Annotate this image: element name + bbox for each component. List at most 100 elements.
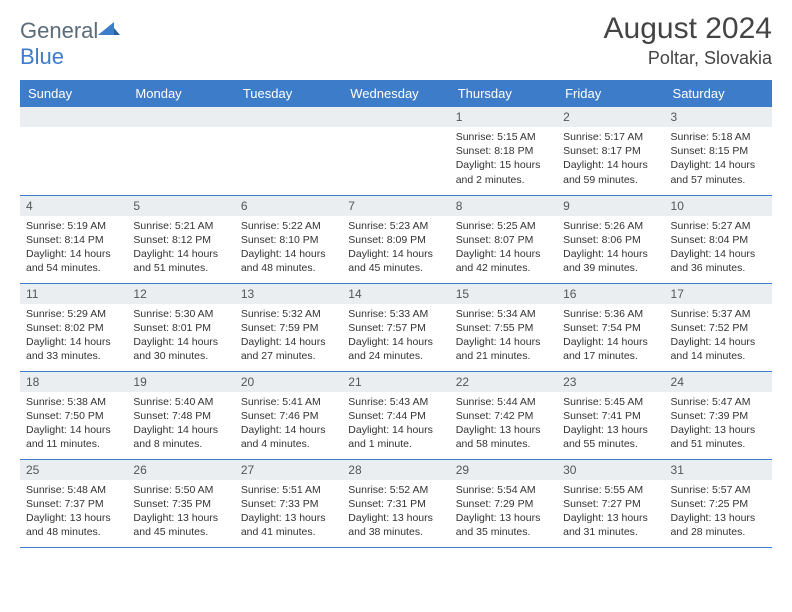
calendar-day-cell: 27Sunrise: 5:51 AMSunset: 7:33 PMDayligh… [235,459,342,547]
calendar-week-row: 11Sunrise: 5:29 AMSunset: 8:02 PMDayligh… [20,283,772,371]
day-number: 16 [557,284,664,304]
day-number: 5 [127,196,234,216]
calendar-day-cell: 15Sunrise: 5:34 AMSunset: 7:55 PMDayligh… [450,283,557,371]
weekday-header: Friday [557,80,664,107]
day-number: 22 [450,372,557,392]
day-number: 24 [665,372,772,392]
day-info: Sunrise: 5:51 AMSunset: 7:33 PMDaylight:… [235,480,342,543]
calendar-day-cell: 23Sunrise: 5:45 AMSunset: 7:41 PMDayligh… [557,371,664,459]
day-info: Sunrise: 5:25 AMSunset: 8:07 PMDaylight:… [450,216,557,279]
day-info: Sunrise: 5:54 AMSunset: 7:29 PMDaylight:… [450,480,557,543]
weekday-header: Thursday [450,80,557,107]
day-info: Sunrise: 5:34 AMSunset: 7:55 PMDaylight:… [450,304,557,367]
day-info: Sunrise: 5:22 AMSunset: 8:10 PMDaylight:… [235,216,342,279]
day-info: Sunrise: 5:21 AMSunset: 8:12 PMDaylight:… [127,216,234,279]
day-info: Sunrise: 5:37 AMSunset: 7:52 PMDaylight:… [665,304,772,367]
calendar-day-cell: 28Sunrise: 5:52 AMSunset: 7:31 PMDayligh… [342,459,449,547]
day-info: Sunrise: 5:41 AMSunset: 7:46 PMDaylight:… [235,392,342,455]
header: General Blue August 2024 Poltar, Slovaki… [20,12,772,70]
calendar-day-cell: 4Sunrise: 5:19 AMSunset: 8:14 PMDaylight… [20,195,127,283]
calendar-day-cell: 3Sunrise: 5:18 AMSunset: 8:15 PMDaylight… [665,107,772,195]
day-number: 8 [450,196,557,216]
day-info: Sunrise: 5:17 AMSunset: 8:17 PMDaylight:… [557,127,664,190]
calendar-day-cell [235,107,342,195]
calendar-week-row: 18Sunrise: 5:38 AMSunset: 7:50 PMDayligh… [20,371,772,459]
month-title: August 2024 [604,12,772,46]
location: Poltar, Slovakia [604,48,772,69]
day-number: 9 [557,196,664,216]
calendar-body: 1Sunrise: 5:15 AMSunset: 8:18 PMDaylight… [20,107,772,547]
day-number: 26 [127,460,234,480]
day-number: 21 [342,372,449,392]
day-number: 10 [665,196,772,216]
day-info: Sunrise: 5:55 AMSunset: 7:27 PMDaylight:… [557,480,664,543]
day-number [127,107,234,127]
calendar-day-cell: 6Sunrise: 5:22 AMSunset: 8:10 PMDaylight… [235,195,342,283]
day-number: 23 [557,372,664,392]
day-number: 31 [665,460,772,480]
day-number: 2 [557,107,664,127]
day-info: Sunrise: 5:38 AMSunset: 7:50 PMDaylight:… [20,392,127,455]
calendar-week-row: 1Sunrise: 5:15 AMSunset: 8:18 PMDaylight… [20,107,772,195]
weekday-header: Wednesday [342,80,449,107]
day-number: 19 [127,372,234,392]
day-info: Sunrise: 5:33 AMSunset: 7:57 PMDaylight:… [342,304,449,367]
day-number: 15 [450,284,557,304]
day-number: 13 [235,284,342,304]
calendar-week-row: 4Sunrise: 5:19 AMSunset: 8:14 PMDaylight… [20,195,772,283]
day-info: Sunrise: 5:18 AMSunset: 8:15 PMDaylight:… [665,127,772,190]
calendar-day-cell [127,107,234,195]
calendar-day-cell [342,107,449,195]
day-number [20,107,127,127]
day-info: Sunrise: 5:23 AMSunset: 8:09 PMDaylight:… [342,216,449,279]
day-number: 7 [342,196,449,216]
calendar-day-cell: 8Sunrise: 5:25 AMSunset: 8:07 PMDaylight… [450,195,557,283]
day-info: Sunrise: 5:32 AMSunset: 7:59 PMDaylight:… [235,304,342,367]
calendar-day-cell: 14Sunrise: 5:33 AMSunset: 7:57 PMDayligh… [342,283,449,371]
day-number: 18 [20,372,127,392]
day-info: Sunrise: 5:45 AMSunset: 7:41 PMDaylight:… [557,392,664,455]
logo-triangle-icon [98,18,120,36]
calendar-week-row: 25Sunrise: 5:48 AMSunset: 7:37 PMDayligh… [20,459,772,547]
calendar-day-cell: 16Sunrise: 5:36 AMSunset: 7:54 PMDayligh… [557,283,664,371]
day-info: Sunrise: 5:30 AMSunset: 8:01 PMDaylight:… [127,304,234,367]
day-number: 20 [235,372,342,392]
day-info: Sunrise: 5:52 AMSunset: 7:31 PMDaylight:… [342,480,449,543]
day-info: Sunrise: 5:15 AMSunset: 8:18 PMDaylight:… [450,127,557,190]
day-info: Sunrise: 5:29 AMSunset: 8:02 PMDaylight:… [20,304,127,367]
calendar-day-cell: 20Sunrise: 5:41 AMSunset: 7:46 PMDayligh… [235,371,342,459]
day-number: 1 [450,107,557,127]
calendar-day-cell: 7Sunrise: 5:23 AMSunset: 8:09 PMDaylight… [342,195,449,283]
calendar-day-cell: 30Sunrise: 5:55 AMSunset: 7:27 PMDayligh… [557,459,664,547]
weekday-header: Saturday [665,80,772,107]
day-number [235,107,342,127]
day-number [342,107,449,127]
calendar-table: SundayMondayTuesdayWednesdayThursdayFrid… [20,80,772,548]
calendar-day-cell: 21Sunrise: 5:43 AMSunset: 7:44 PMDayligh… [342,371,449,459]
day-number: 28 [342,460,449,480]
day-number: 14 [342,284,449,304]
logo-text: General Blue [20,18,120,70]
day-number: 27 [235,460,342,480]
weekday-header: Sunday [20,80,127,107]
day-info: Sunrise: 5:43 AMSunset: 7:44 PMDaylight:… [342,392,449,455]
calendar-day-cell: 1Sunrise: 5:15 AMSunset: 8:18 PMDaylight… [450,107,557,195]
day-info: Sunrise: 5:36 AMSunset: 7:54 PMDaylight:… [557,304,664,367]
calendar-day-cell: 13Sunrise: 5:32 AMSunset: 7:59 PMDayligh… [235,283,342,371]
day-number: 25 [20,460,127,480]
logo-text-left: General [20,18,98,43]
calendar-day-cell: 29Sunrise: 5:54 AMSunset: 7:29 PMDayligh… [450,459,557,547]
calendar-day-cell [20,107,127,195]
day-info: Sunrise: 5:57 AMSunset: 7:25 PMDaylight:… [665,480,772,543]
calendar-day-cell: 25Sunrise: 5:48 AMSunset: 7:37 PMDayligh… [20,459,127,547]
day-info: Sunrise: 5:47 AMSunset: 7:39 PMDaylight:… [665,392,772,455]
day-info: Sunrise: 5:50 AMSunset: 7:35 PMDaylight:… [127,480,234,543]
calendar-day-cell: 5Sunrise: 5:21 AMSunset: 8:12 PMDaylight… [127,195,234,283]
logo: General Blue [20,18,120,70]
calendar-day-cell: 18Sunrise: 5:38 AMSunset: 7:50 PMDayligh… [20,371,127,459]
day-info: Sunrise: 5:27 AMSunset: 8:04 PMDaylight:… [665,216,772,279]
weekday-row: SundayMondayTuesdayWednesdayThursdayFrid… [20,80,772,107]
calendar-day-cell: 12Sunrise: 5:30 AMSunset: 8:01 PMDayligh… [127,283,234,371]
calendar-day-cell: 22Sunrise: 5:44 AMSunset: 7:42 PMDayligh… [450,371,557,459]
calendar-day-cell: 17Sunrise: 5:37 AMSunset: 7:52 PMDayligh… [665,283,772,371]
